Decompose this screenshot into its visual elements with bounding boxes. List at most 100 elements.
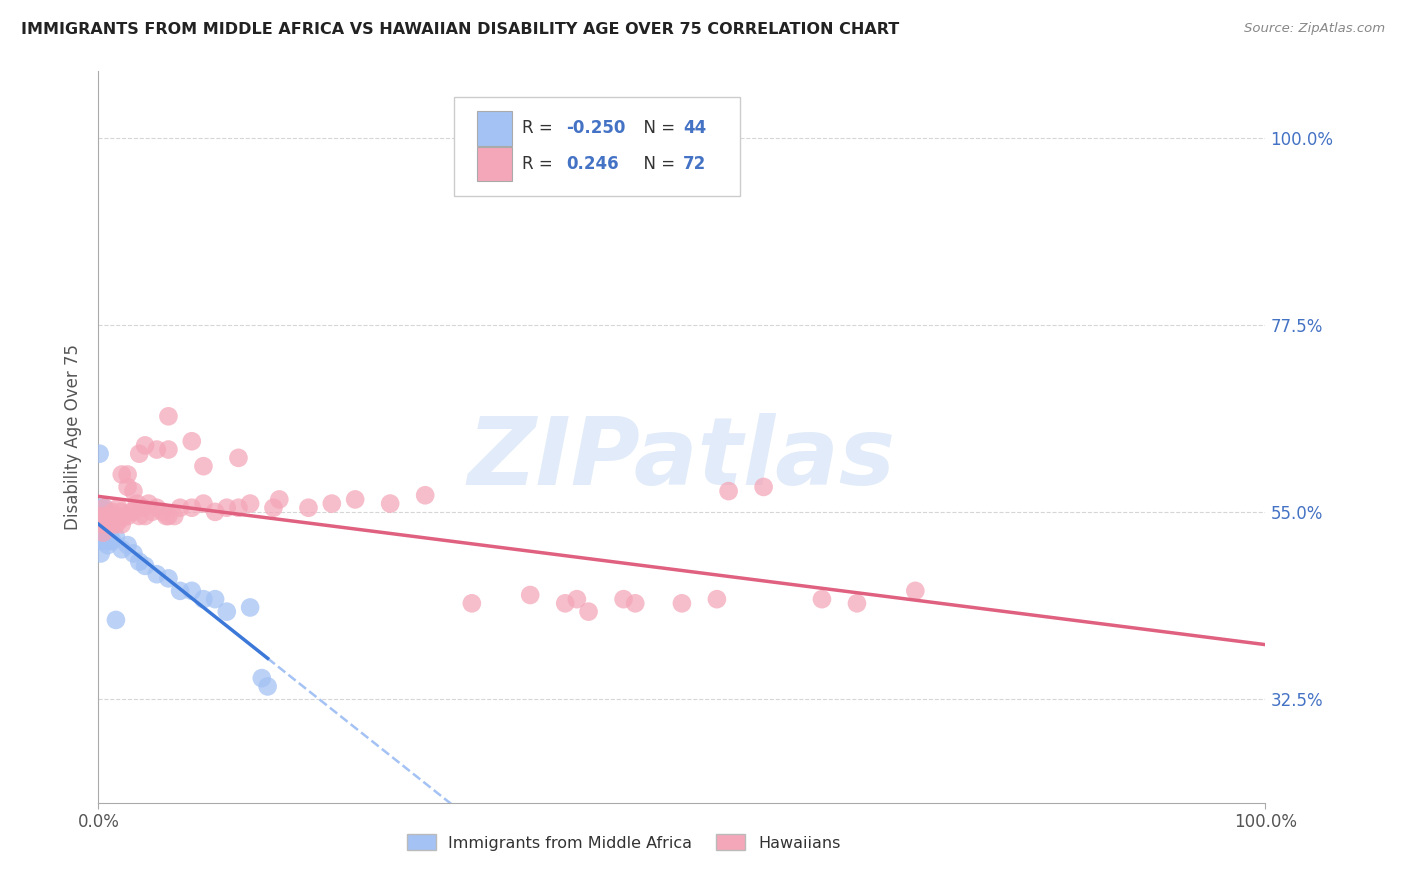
Point <box>104 613 127 627</box>
Point <box>228 450 250 465</box>
Point <box>554 596 576 610</box>
Point <box>269 492 291 507</box>
Point <box>578 605 600 619</box>
Point <box>96 525 118 540</box>
Point <box>100 517 122 532</box>
Point <box>811 592 834 607</box>
Text: -0.250: -0.250 <box>567 120 626 137</box>
Point <box>215 605 238 619</box>
Point <box>122 505 145 519</box>
Point <box>105 509 128 524</box>
Point <box>90 517 112 532</box>
Point <box>519 588 541 602</box>
Point <box>180 583 202 598</box>
Point <box>89 447 111 461</box>
Text: 0.246: 0.246 <box>567 155 619 173</box>
Point <box>97 509 120 524</box>
Point <box>180 434 202 449</box>
Text: ZIPatlas: ZIPatlas <box>468 413 896 505</box>
Point <box>215 500 238 515</box>
Point <box>96 517 118 532</box>
Point <box>141 505 163 519</box>
Point <box>90 509 112 524</box>
Point <box>104 530 127 544</box>
Point <box>128 509 150 524</box>
Point <box>128 447 150 461</box>
Point <box>134 558 156 573</box>
Point <box>117 509 139 524</box>
Point <box>90 517 112 532</box>
Point <box>204 592 226 607</box>
Point <box>904 583 927 598</box>
Point <box>752 480 775 494</box>
Point <box>117 467 139 482</box>
Point <box>97 517 120 532</box>
Point <box>297 500 319 515</box>
Point <box>624 596 647 610</box>
Point <box>239 497 262 511</box>
Point <box>93 525 115 540</box>
Text: R =: R = <box>522 155 564 173</box>
FancyBboxPatch shape <box>477 112 512 145</box>
Point <box>250 671 273 685</box>
Point <box>90 517 112 532</box>
Point <box>93 500 115 515</box>
Point <box>380 497 402 511</box>
Point <box>565 592 588 607</box>
Legend: Immigrants from Middle Africa, Hawaiians: Immigrants from Middle Africa, Hawaiians <box>401 828 846 857</box>
Point <box>706 592 728 607</box>
Point <box>152 505 174 519</box>
Point <box>128 555 150 569</box>
Point <box>193 592 215 607</box>
Point <box>169 500 191 515</box>
Point <box>717 484 740 499</box>
Text: R =: R = <box>522 120 558 137</box>
Text: 72: 72 <box>683 155 706 173</box>
Point <box>169 583 191 598</box>
Text: IMMIGRANTS FROM MIDDLE AFRICA VS HAWAIIAN DISABILITY AGE OVER 75 CORRELATION CHA: IMMIGRANTS FROM MIDDLE AFRICA VS HAWAIIA… <box>21 22 900 37</box>
Point <box>111 542 134 557</box>
Point <box>103 509 125 524</box>
Point <box>146 567 169 582</box>
Point <box>138 497 160 511</box>
Point <box>321 497 343 511</box>
Point <box>97 538 120 552</box>
Point <box>120 505 142 519</box>
Point <box>101 505 124 519</box>
Point <box>613 592 636 607</box>
Point <box>91 525 114 540</box>
Point <box>94 517 117 532</box>
Point <box>180 500 202 515</box>
Point <box>157 571 180 585</box>
Point <box>93 517 115 532</box>
Point <box>112 509 135 524</box>
Point <box>90 530 112 544</box>
Point <box>344 492 367 507</box>
Point <box>101 533 124 548</box>
Point <box>98 533 121 548</box>
Point <box>155 509 177 524</box>
Point <box>96 533 118 548</box>
Point <box>125 497 148 511</box>
Point <box>108 513 131 527</box>
Point <box>132 500 155 515</box>
Point <box>93 500 115 515</box>
Point <box>163 509 186 524</box>
Point <box>122 546 145 560</box>
Point <box>90 500 112 515</box>
Point <box>91 509 114 524</box>
Text: Source: ZipAtlas.com: Source: ZipAtlas.com <box>1244 22 1385 36</box>
Point <box>93 509 115 524</box>
Point <box>117 480 139 494</box>
Point <box>90 533 112 548</box>
Point <box>461 596 484 610</box>
Y-axis label: Disability Age Over 75: Disability Age Over 75 <box>63 344 82 530</box>
Point <box>146 442 169 457</box>
Point <box>193 497 215 511</box>
Point <box>204 505 226 519</box>
Point <box>193 459 215 474</box>
Point <box>98 509 121 524</box>
Point <box>157 409 180 424</box>
Point <box>262 500 284 515</box>
Point <box>104 517 127 532</box>
